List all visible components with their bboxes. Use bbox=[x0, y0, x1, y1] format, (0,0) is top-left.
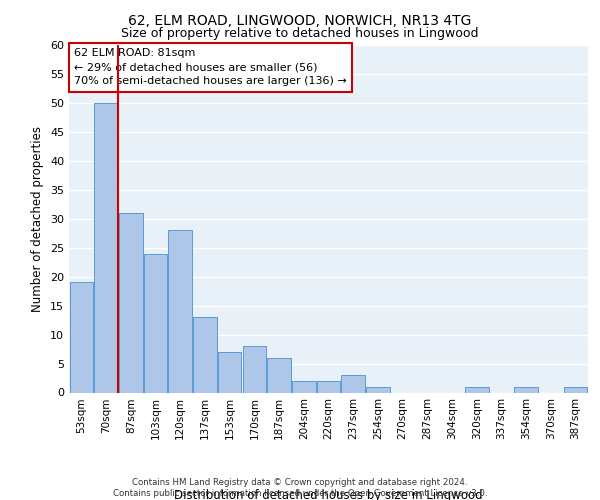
Bar bbox=[242, 346, 266, 393]
Bar bbox=[119, 213, 143, 392]
X-axis label: Distribution of detached houses by size in Lingwood: Distribution of detached houses by size … bbox=[174, 490, 483, 500]
Bar bbox=[292, 381, 316, 392]
Bar bbox=[341, 375, 365, 392]
Bar bbox=[94, 103, 118, 393]
Bar bbox=[193, 317, 217, 392]
Bar bbox=[564, 386, 587, 392]
Bar bbox=[268, 358, 291, 392]
Text: 62, ELM ROAD, LINGWOOD, NORWICH, NR13 4TG: 62, ELM ROAD, LINGWOOD, NORWICH, NR13 4T… bbox=[128, 14, 472, 28]
Y-axis label: Number of detached properties: Number of detached properties bbox=[31, 126, 44, 312]
Bar bbox=[169, 230, 192, 392]
Bar bbox=[366, 386, 389, 392]
Text: 62 ELM ROAD: 81sqm
← 29% of detached houses are smaller (56)
70% of semi-detache: 62 ELM ROAD: 81sqm ← 29% of detached hou… bbox=[74, 48, 347, 86]
Bar bbox=[514, 386, 538, 392]
Bar bbox=[70, 282, 93, 393]
Bar bbox=[317, 381, 340, 392]
Text: Contains HM Land Registry data © Crown copyright and database right 2024.
Contai: Contains HM Land Registry data © Crown c… bbox=[113, 478, 487, 498]
Bar bbox=[465, 386, 488, 392]
Bar bbox=[218, 352, 241, 393]
Text: Size of property relative to detached houses in Lingwood: Size of property relative to detached ho… bbox=[121, 28, 479, 40]
Bar bbox=[144, 254, 167, 392]
